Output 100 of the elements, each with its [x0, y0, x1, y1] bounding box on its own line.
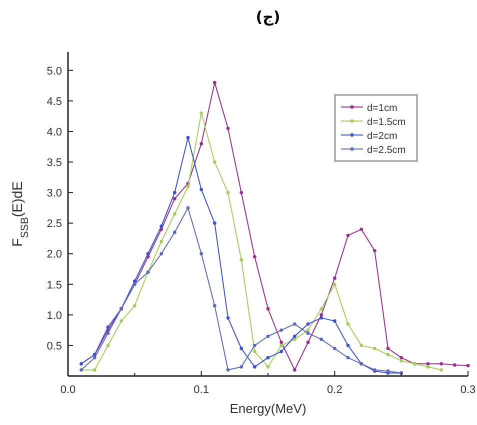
point	[440, 362, 444, 366]
point	[226, 368, 230, 372]
point	[252, 365, 256, 369]
point	[320, 307, 324, 310]
x-tick-label: 0.2	[327, 384, 342, 396]
legend-label: d=2cm	[367, 131, 398, 142]
point	[400, 356, 404, 360]
point	[266, 356, 270, 360]
point	[106, 332, 110, 335]
x-tick-label: 0.3	[460, 384, 476, 396]
point	[360, 228, 364, 231]
point	[212, 221, 216, 225]
point	[186, 206, 190, 210]
point	[252, 344, 256, 348]
y-tick-label: 1.5	[46, 279, 62, 292]
point	[92, 356, 96, 360]
point	[320, 316, 324, 320]
y-tick-label: 3.5	[46, 157, 62, 170]
point	[200, 252, 204, 256]
point	[280, 340, 284, 344]
point	[212, 80, 216, 84]
point	[306, 322, 310, 326]
point	[372, 248, 376, 252]
point	[172, 190, 176, 194]
point	[172, 197, 176, 200]
point	[320, 338, 324, 342]
point	[346, 234, 350, 238]
point	[400, 359, 404, 362]
point	[466, 364, 470, 368]
point	[306, 332, 310, 335]
point	[240, 346, 244, 350]
point	[160, 252, 164, 256]
x-axis-title: Energy(MeV)	[230, 401, 306, 416]
point	[106, 344, 110, 348]
point	[426, 365, 430, 369]
point	[346, 356, 350, 360]
point	[426, 362, 430, 366]
point	[306, 340, 310, 344]
point	[106, 325, 110, 329]
point	[332, 346, 336, 350]
point	[212, 304, 216, 308]
point	[332, 276, 336, 280]
point	[132, 304, 136, 308]
point	[280, 350, 284, 354]
legend-label: d=1cm	[367, 103, 398, 114]
point	[266, 334, 270, 338]
x-tick-label: 0.1	[194, 384, 209, 396]
legend-label: d=1.5cm	[367, 117, 406, 128]
point	[172, 212, 176, 216]
point	[280, 328, 284, 332]
y-tick-label: 0.5	[46, 340, 62, 352]
legend-label: d=2.5cm	[367, 145, 406, 156]
point	[226, 190, 230, 194]
text: 0.0	[60, 384, 76, 396]
y-tick-label: 2.5	[46, 218, 62, 230]
point	[186, 136, 190, 140]
point	[320, 313, 324, 317]
point	[240, 258, 244, 262]
point	[160, 224, 164, 228]
point	[132, 280, 136, 283]
y-tick-label: 3.0	[46, 188, 62, 200]
point	[200, 142, 204, 146]
point	[186, 184, 190, 188]
point	[252, 350, 256, 354]
y-tick-label: 4.0	[46, 126, 62, 138]
point	[332, 282, 336, 286]
y-tick-label: 1.0	[46, 310, 62, 322]
point	[120, 319, 124, 323]
point	[360, 344, 364, 348]
y-tick-label: 4.5	[46, 96, 62, 108]
point	[280, 344, 284, 348]
chart-title: (ج)	[256, 8, 280, 26]
point	[252, 255, 256, 258]
point	[160, 240, 164, 244]
point	[386, 346, 390, 350]
point	[292, 338, 296, 342]
point	[386, 352, 390, 356]
point	[332, 319, 336, 323]
point	[306, 328, 310, 332]
point	[346, 322, 350, 326]
point	[92, 368, 96, 372]
point	[266, 307, 270, 310]
point	[172, 230, 176, 234]
point	[226, 126, 230, 130]
point	[452, 363, 456, 367]
y-tick-label: 5.0	[46, 65, 62, 78]
point	[292, 368, 296, 372]
point	[372, 346, 376, 350]
point	[346, 344, 350, 348]
point	[200, 188, 204, 192]
point	[440, 368, 444, 372]
y-tick-label: 2.0	[46, 248, 62, 261]
point	[292, 334, 296, 338]
point	[212, 160, 216, 164]
point	[240, 365, 244, 369]
point	[200, 111, 204, 115]
point	[146, 252, 150, 256]
point	[226, 316, 230, 320]
point	[292, 322, 296, 326]
point	[266, 365, 270, 369]
